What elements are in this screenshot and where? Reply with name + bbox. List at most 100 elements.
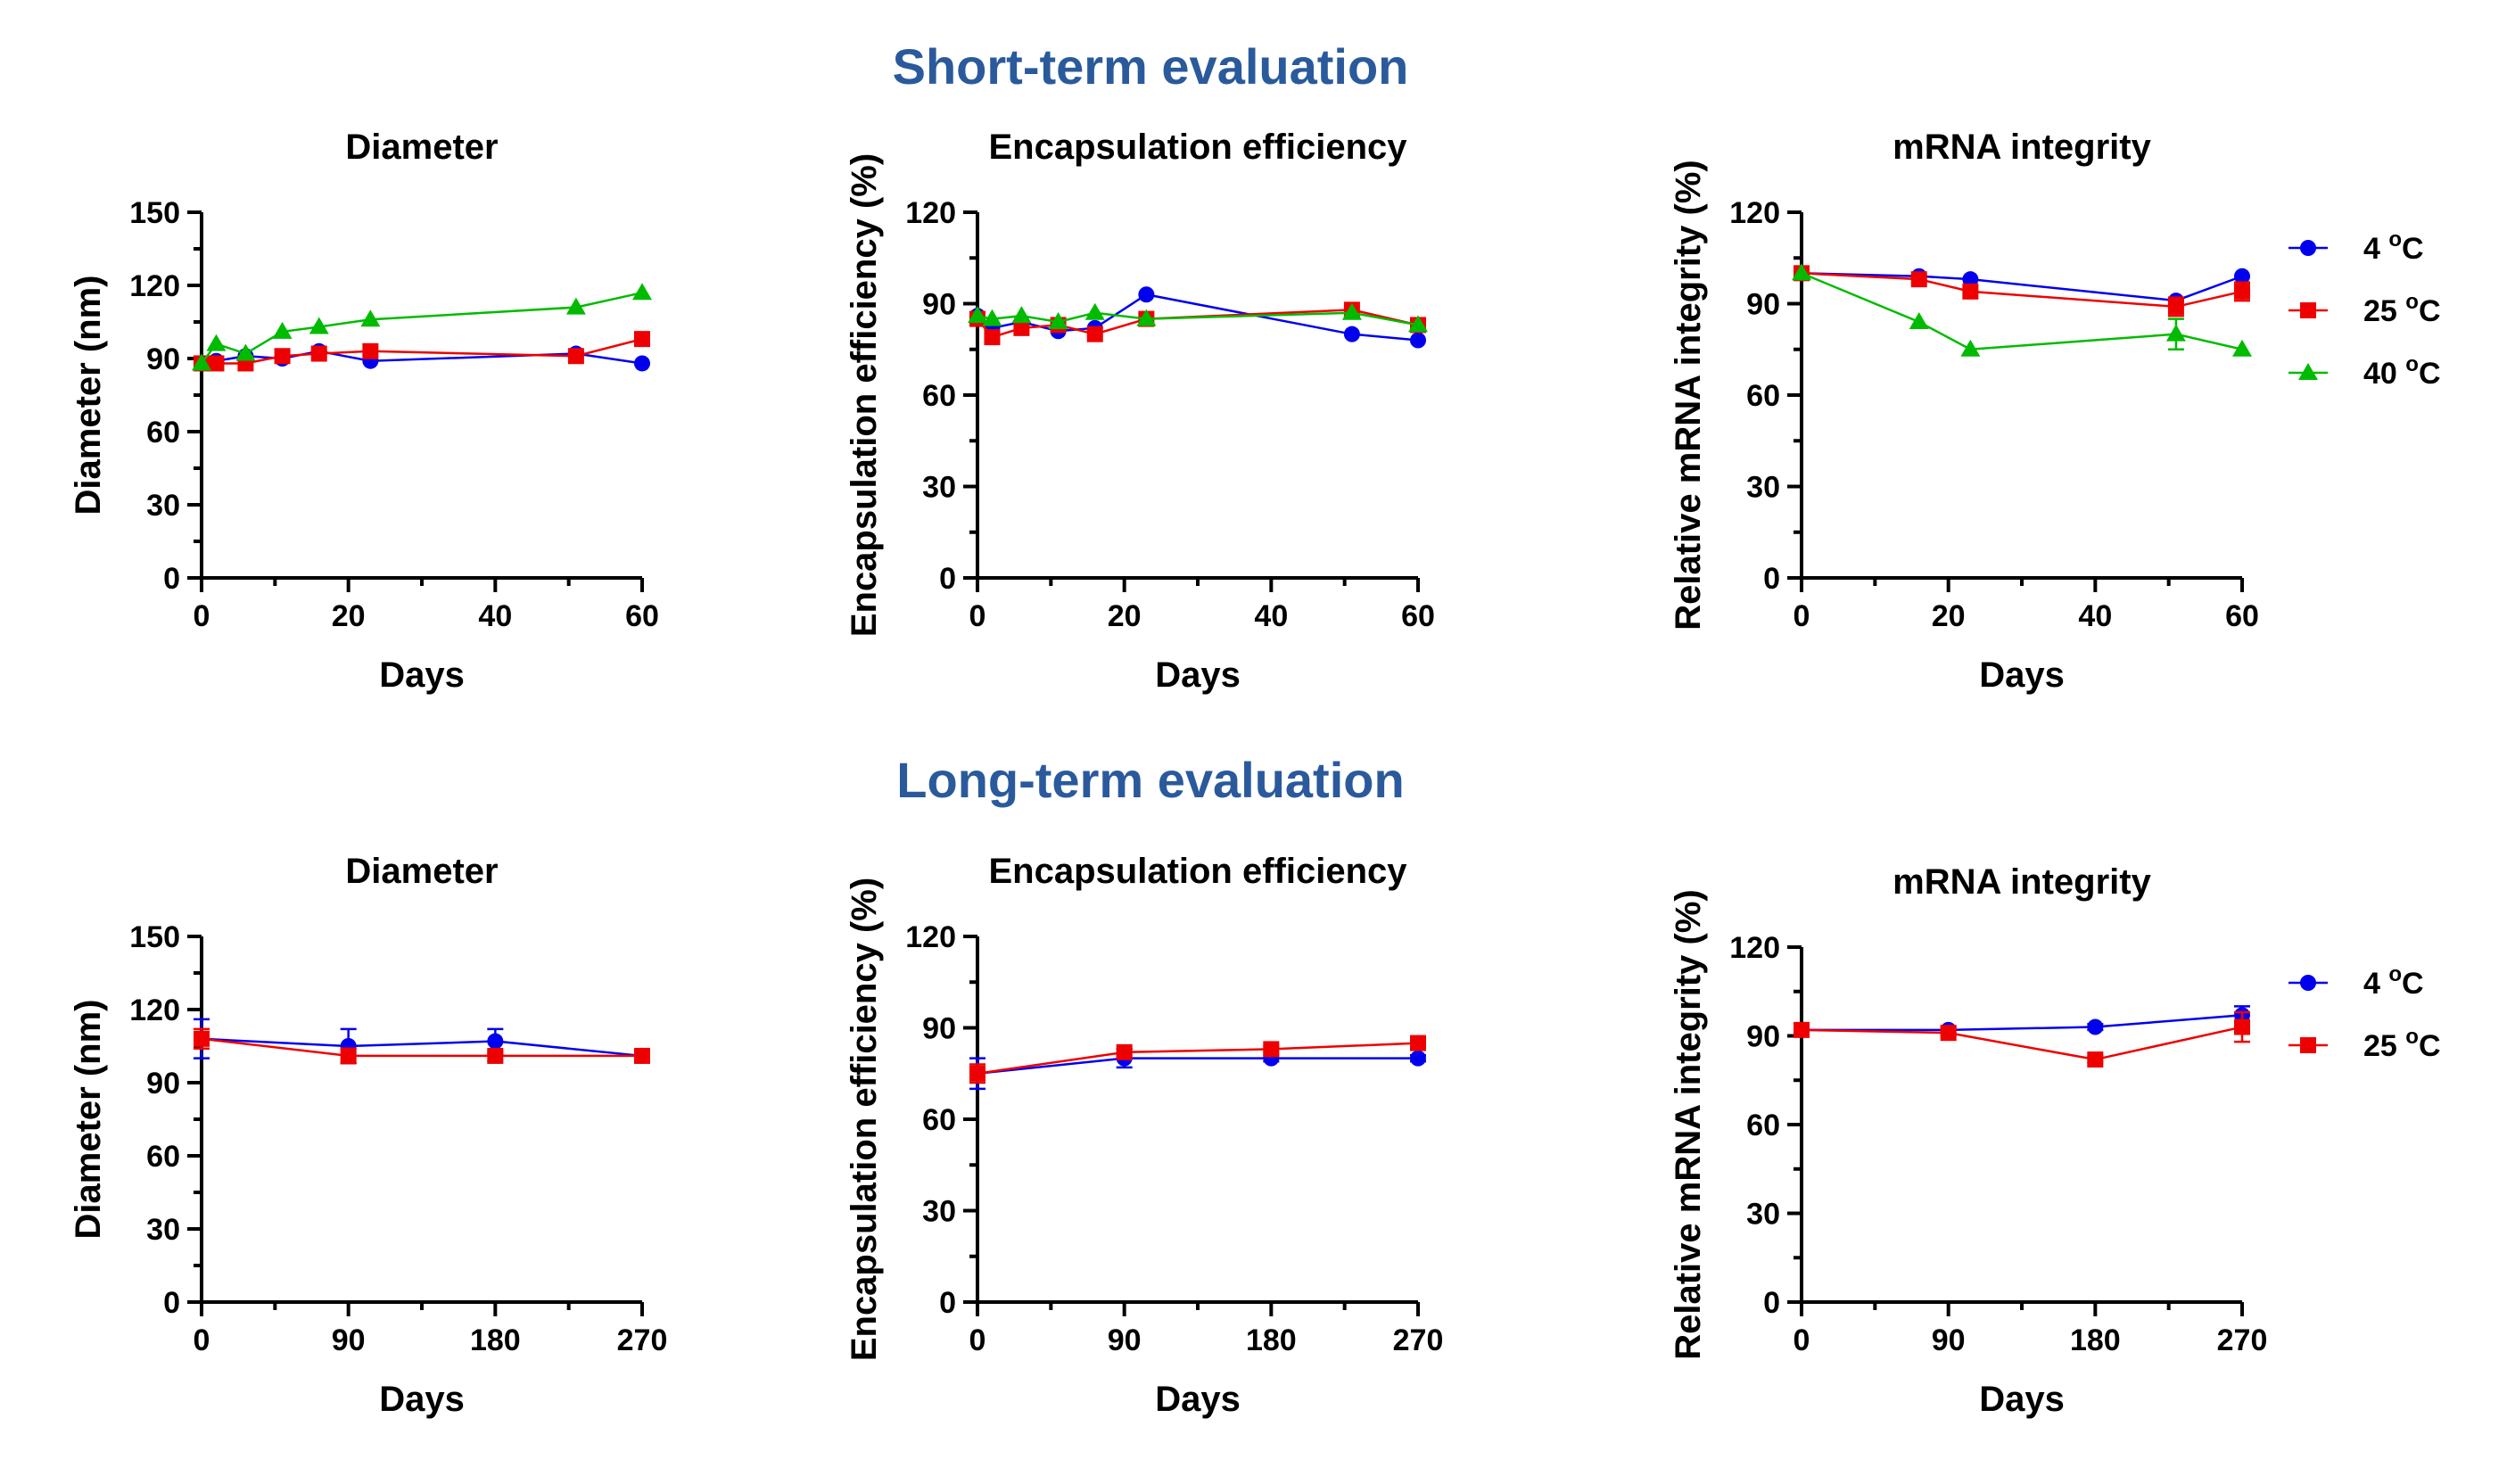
x-tick-label: 0 — [194, 599, 210, 633]
data-point — [1962, 271, 1979, 288]
data-point — [1343, 326, 1360, 342]
data-point — [2087, 1018, 2104, 1035]
y-axis-title: Encapsulation efficiency (%) — [845, 153, 884, 637]
y-tick-label: 60 — [146, 1140, 180, 1174]
y-tick-label: 0 — [163, 1286, 180, 1320]
data-point — [206, 334, 227, 351]
y-tick-label: 0 — [939, 1286, 956, 1320]
y-axis-title: Relative mRNA integrity (%) — [1669, 160, 1708, 631]
y-tick-label: 120 — [129, 993, 180, 1027]
data-point — [340, 1047, 357, 1064]
x-axis-title: Days — [1979, 1380, 2065, 1419]
data-point — [487, 1033, 504, 1050]
y-tick-label: 90 — [146, 1067, 180, 1101]
data-point — [1794, 1021, 1810, 1038]
data-point — [634, 1047, 650, 1064]
y-tick-label: 0 — [163, 562, 180, 596]
y-axis-title: Diameter (nm) — [69, 276, 108, 515]
series-25-c — [1794, 1010, 2250, 1068]
x-axis-title: Days — [379, 1380, 465, 1419]
legend-marker — [2300, 975, 2316, 991]
y-tick-label: 60 — [1746, 1109, 1780, 1142]
x-tick-label: 20 — [1108, 599, 1142, 633]
data-point — [1410, 1050, 1426, 1067]
data-point — [2234, 268, 2250, 284]
x-tick-label: 180 — [2070, 1323, 2121, 1357]
series-25-c — [194, 331, 650, 372]
data-point — [1410, 332, 1426, 349]
series-4-c — [194, 1018, 650, 1065]
data-point — [309, 317, 329, 334]
y-tick-label: 30 — [146, 1213, 180, 1247]
chart-panel-2: 0 30 60 90 120 0 20 40 60 Encapsulation efficienc… — [845, 128, 1435, 695]
data-point — [984, 329, 1001, 346]
y-tick-label: 60 — [922, 1103, 956, 1137]
panel-title: Encapsulation efficiency — [988, 852, 1407, 891]
chart-panel-3: 0 30 60 90 120 0 20 40 60 mRNA integrity Days Relat… — [1669, 128, 2441, 695]
y-tick-label: 90 — [1746, 1020, 1780, 1054]
data-point — [362, 342, 379, 359]
legend-label: 4 oC — [2363, 962, 2424, 1001]
y-tick-label: 30 — [146, 489, 180, 523]
data-point — [487, 1047, 504, 1064]
data-point — [1011, 306, 1032, 324]
legend: 4 oC 25 oC 40 oC — [2288, 227, 2441, 391]
y-tick-label: 150 — [129, 196, 180, 230]
data-point — [2165, 324, 2186, 342]
x-tick-label: 270 — [617, 1323, 668, 1357]
data-point — [274, 348, 291, 365]
x-tick-label: 60 — [625, 599, 659, 633]
legend-label: 40 oC — [2363, 352, 2441, 391]
series-line — [1802, 1014, 2243, 1032]
y-axis-title: Diameter (nm) — [69, 1000, 108, 1240]
y-tick-label: 60 — [146, 416, 180, 449]
data-point — [272, 321, 293, 339]
data-point — [1086, 326, 1103, 342]
data-point — [1138, 286, 1155, 303]
data-point — [1410, 1035, 1426, 1051]
data-point — [2234, 1018, 2250, 1035]
x-tick-label: 0 — [1794, 1323, 1810, 1357]
legend-label: 25 oC — [2363, 290, 2441, 328]
series-25-c — [969, 1035, 1426, 1084]
data-point — [634, 355, 650, 372]
x-tick-label: 60 — [1401, 599, 1435, 633]
x-tick-label: 60 — [2225, 599, 2259, 633]
legend-marker — [2298, 363, 2318, 380]
data-point — [1940, 1025, 1957, 1042]
y-tick-label: 90 — [922, 288, 956, 322]
data-point — [1136, 309, 1157, 326]
y-tick-label: 60 — [922, 379, 956, 413]
data-point — [1013, 319, 1030, 336]
y-tick-label: 120 — [129, 269, 180, 303]
series-40-c — [968, 302, 1428, 333]
panel-title: mRNA integrity — [1893, 128, 2151, 167]
series-4-c — [1794, 1005, 2250, 1038]
x-tick-label: 0 — [969, 1323, 986, 1357]
series-25-c — [194, 1027, 650, 1065]
x-tick-label: 40 — [1254, 599, 1288, 633]
data-point — [1048, 312, 1068, 329]
x-tick-label: 40 — [2078, 599, 2112, 633]
data-point — [235, 343, 256, 361]
y-tick-label: 120 — [1729, 196, 1780, 230]
data-point — [968, 306, 987, 324]
y-tick-label: 120 — [905, 196, 956, 230]
x-tick-label: 180 — [1246, 1323, 1297, 1357]
chart-panel-1: 0 30 60 90 120 150 0 20 40 60 Diameter Days Diameter… — [69, 128, 659, 695]
y-tick-label: 150 — [129, 920, 180, 954]
data-point — [2232, 339, 2252, 357]
x-axis-title: Days — [1155, 655, 1241, 695]
x-tick-label: 0 — [1794, 599, 1810, 633]
series-line — [1801, 1026, 2243, 1061]
data-point — [1116, 1043, 1133, 1060]
data-point — [567, 348, 584, 365]
data-point — [310, 345, 327, 362]
x-tick-label: 20 — [1932, 599, 1966, 633]
series-line — [977, 1042, 1419, 1075]
data-point — [208, 355, 225, 372]
short-term-title: Short-term evaluation — [892, 38, 1409, 95]
y-tick-label: 0 — [1763, 562, 1780, 596]
data-point — [982, 309, 1002, 326]
x-tick-label: 180 — [470, 1323, 521, 1357]
